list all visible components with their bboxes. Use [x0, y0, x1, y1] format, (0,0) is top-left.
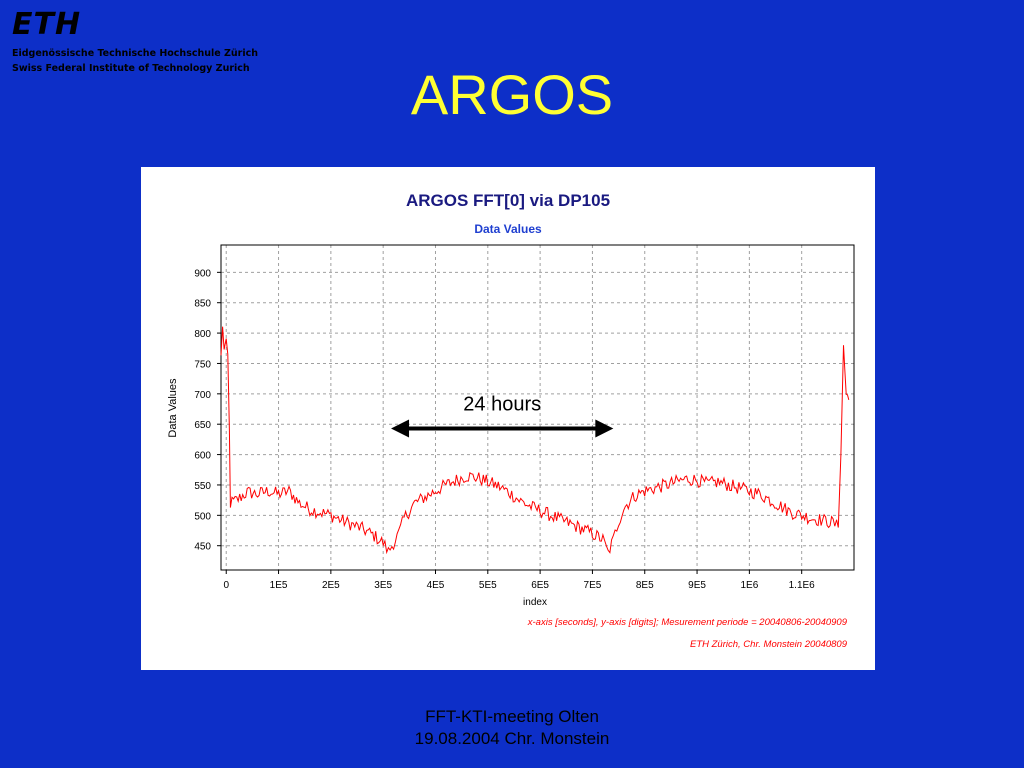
chart-note-measurement: x-axis [seconds], y-axis [digits]; Mesur…: [527, 617, 848, 628]
eth-logo-line-german: Eidgenössische Technische Hochschule Zür…: [12, 48, 258, 59]
chart-grid: [221, 245, 854, 570]
footer-meeting: FFT-KTI-meeting Olten: [425, 707, 599, 726]
eth-logo-mark: ETH: [12, 7, 82, 42]
chart-subtitle: Data Values: [474, 222, 542, 236]
plot-frame: [220, 244, 855, 571]
x-tick-label: 1.1E6: [789, 580, 816, 591]
annotation-24-hours: 24 hours: [391, 393, 614, 438]
x-tick-label: 3E5: [374, 580, 392, 591]
annotation-arrow-head-right: [595, 419, 614, 438]
chart-note-credit: ETH Zürich, Chr. Monstein 20040809: [690, 639, 848, 650]
x-tick-label: 2E5: [322, 580, 340, 591]
y-tick-label: 550: [194, 481, 211, 492]
x-tick-label: 0: [223, 580, 229, 591]
footer-date-author: 19.08.2004 Chr. Monstein: [414, 729, 610, 748]
annotation-arrow-head-left: [391, 419, 410, 438]
x-axis-label: index: [523, 597, 547, 608]
y-tick-label: 500: [194, 511, 211, 522]
y-tick-label: 600: [194, 451, 211, 462]
x-tick-label: 4E5: [427, 580, 445, 591]
fft-chart: ARGOS FFT[0] via DP105 Data Values 0 1E5 2…: [167, 191, 855, 650]
x-tick-label: 9E5: [688, 580, 706, 591]
x-tick-label: 6E5: [531, 580, 549, 591]
series-layer: [220, 326, 850, 555]
x-tick-label: 1E5: [270, 580, 288, 591]
x-tick-label: 1E6: [740, 580, 758, 591]
eth-logo: ETH Eidgenössische Technische Hochschule…: [12, 10, 258, 76]
series-line: [220, 326, 850, 555]
axis-ticks: [217, 271, 803, 574]
slide-title: ARGOS: [410, 63, 614, 126]
y-tick-label: 450: [194, 542, 211, 553]
annotation-label: 24 hours: [463, 393, 541, 415]
y-tick-label: 800: [194, 329, 211, 340]
footer: FFT-KTI-meeting Olten 19.08.2004 Chr. Mo…: [0, 706, 1024, 750]
chart-title: ARGOS FFT[0] via DP105: [406, 191, 610, 210]
y-tick-label: 700: [194, 390, 211, 401]
x-tick-label: 8E5: [636, 580, 654, 591]
tick-labels: 0 1E5 2E5 3E5 4E5 5E5 6E5 7E5 8E5 9E5 1E6 1.1E6 450 5…: [194, 268, 815, 591]
eth-logo-line-english: Swiss Federal Institute of Technology Zu…: [12, 63, 250, 74]
x-tick-label: 5E5: [479, 580, 497, 591]
y-tick-label: 900: [194, 268, 211, 279]
y-tick-label: 750: [194, 359, 211, 370]
y-tick-label: 850: [194, 299, 211, 310]
chart-panel: ARGOS FFT[0] via DP105 Data Values 0 1E5 2…: [141, 167, 875, 670]
x-tick-label: 7E5: [584, 580, 602, 591]
y-axis-label: Data Values: [167, 378, 179, 438]
y-tick-label: 650: [194, 420, 211, 431]
